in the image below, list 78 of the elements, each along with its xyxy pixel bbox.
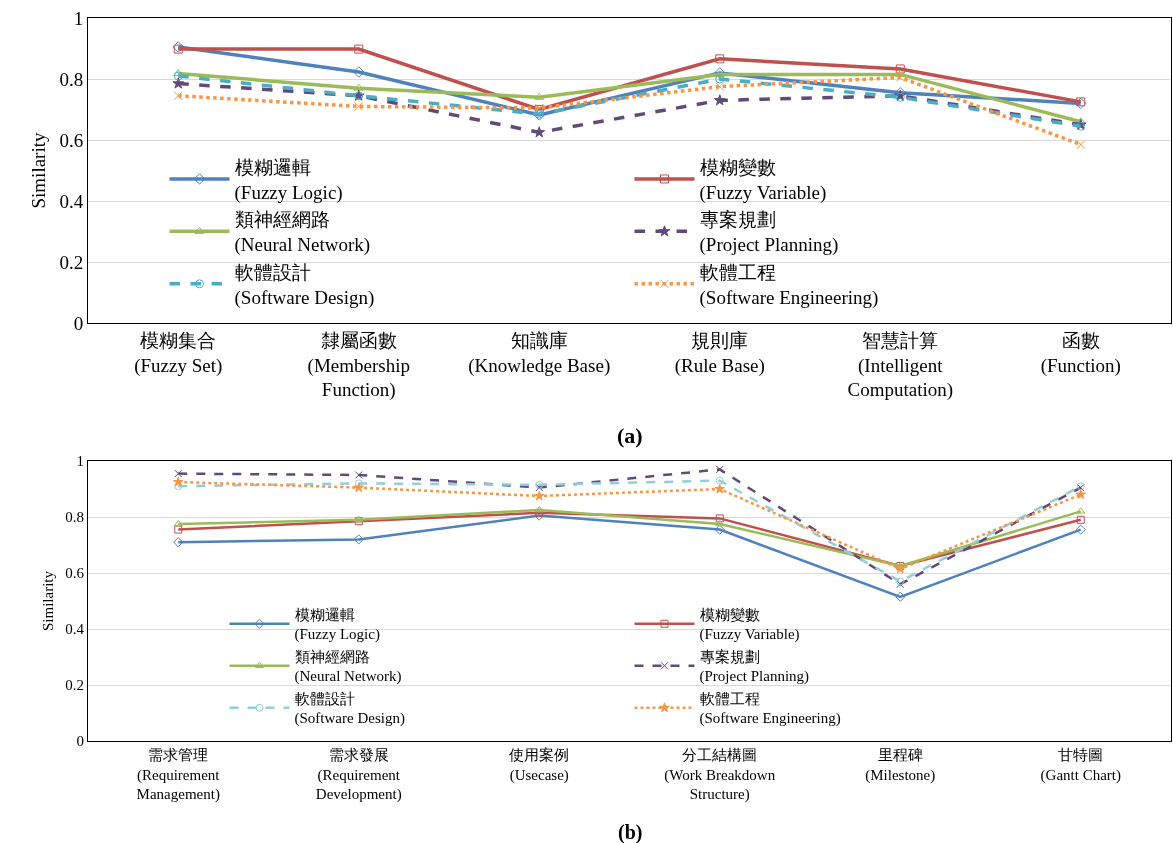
point — [715, 514, 724, 523]
point — [895, 563, 906, 574]
y-tick-label: 1 — [73, 7, 84, 29]
point — [1075, 489, 1086, 500]
y-tick-label: 0.2 — [65, 677, 84, 694]
point — [1076, 507, 1086, 514]
legend-label: 專案規劃 (Project Planning) — [699, 209, 839, 257]
point — [715, 74, 725, 84]
x-tick-label: 知識庫 (Knowledge Base) — [468, 329, 611, 377]
point — [714, 483, 725, 494]
legend-label: 軟體設計 (Software Design) — [294, 690, 405, 728]
point — [173, 91, 183, 101]
text: (b) — [618, 821, 643, 843]
point — [174, 482, 183, 491]
x-tick-label: 模糊集合 (Fuzzy Set) — [134, 329, 223, 377]
point — [354, 44, 364, 54]
y-tick-label: 0 — [73, 312, 84, 334]
point — [715, 465, 724, 474]
point — [1076, 140, 1086, 150]
point — [534, 490, 545, 501]
x-tick-label: 隸屬函數 (Membership Function) — [307, 329, 410, 402]
point — [353, 534, 364, 545]
point — [1075, 117, 1086, 125]
y-axis-title: Similarity — [28, 132, 50, 209]
point — [173, 520, 183, 527]
x-tick-label: 智慧計算 (Intelligent Computation) — [847, 329, 954, 402]
point — [174, 525, 183, 534]
y-tick-label: 0.6 — [65, 565, 85, 582]
legend-label: 模糊變數 (Fuzzy Variable) — [699, 606, 800, 644]
point — [714, 524, 725, 535]
legend-label: 類神經網路 (Neural Network) — [294, 648, 402, 686]
x-tick-label: 函數 (Function) — [1040, 329, 1121, 377]
y-tick-label: 0.8 — [65, 509, 84, 526]
point — [1076, 515, 1085, 524]
point — [895, 72, 905, 82]
x-tick-label: 分工結構圖 (Work Breakdown Structure) — [664, 747, 776, 803]
legend-label: 模糊邏輯 (Fuzzy Logic) — [234, 157, 343, 204]
legend-label: 模糊變數 (Fuzzy Variable) — [699, 157, 827, 204]
point — [353, 83, 364, 91]
x-tick-label: 使用案例 (Usecase) — [509, 747, 570, 784]
y-tick-label: 0.4 — [59, 190, 84, 212]
point — [715, 54, 725, 64]
point — [715, 82, 725, 92]
point — [1075, 524, 1086, 535]
y-tick-label: 1 — [76, 453, 84, 470]
point — [353, 66, 365, 78]
legend-label: 軟體工程 (Software Engineering) — [699, 690, 841, 728]
point — [173, 71, 183, 81]
y-tick-label: 0 — [76, 733, 84, 750]
point — [895, 591, 906, 602]
point — [354, 471, 363, 479]
y-tick-label: 0.8 — [59, 68, 84, 90]
x-tick-label: 規則庫 (Rule Base) — [674, 329, 765, 377]
y-axis-title: Similarity — [39, 570, 56, 631]
point — [534, 506, 544, 513]
legend-label: 專案規劃 (Project Planning) — [699, 648, 810, 686]
point — [173, 476, 184, 487]
legend-label: 模糊邏輯 (Fuzzy Logic) — [294, 606, 380, 644]
point — [172, 77, 185, 89]
x-tick-label: 甘特圖 (Gantt Chart) — [1040, 747, 1121, 784]
x-tick-label: 里程碑 (Milestone) — [865, 747, 936, 784]
text: (a) — [617, 423, 643, 448]
point — [713, 94, 726, 106]
y-tick-label: 0.4 — [65, 621, 85, 638]
legend-label: 軟體設計 (Software Design) — [234, 261, 375, 309]
point — [174, 469, 183, 478]
point — [354, 101, 364, 111]
y-tick-label: 0.2 — [59, 251, 84, 273]
point — [715, 520, 725, 527]
point — [534, 92, 545, 100]
x-tick-label: 需求發展 (Requirement Development) — [315, 747, 402, 803]
legend-label: 軟體工程 (Software Engineering) — [699, 261, 879, 309]
y-tick-label: 0.6 — [59, 129, 84, 151]
point — [353, 482, 364, 493]
x-tick-label: 需求管理 (Requirement Management) — [136, 747, 221, 803]
legend-label: 類神經網路 (Neural Network) — [234, 209, 371, 257]
point — [895, 64, 905, 74]
point — [715, 476, 724, 485]
